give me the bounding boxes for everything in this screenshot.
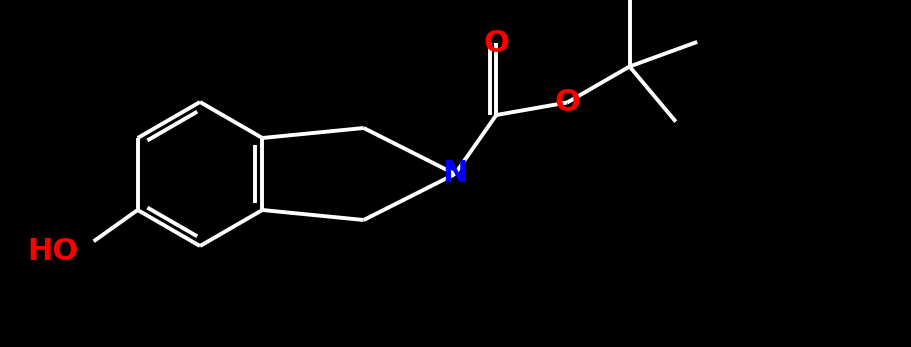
Text: HO: HO (27, 237, 78, 266)
Text: O: O (554, 88, 579, 117)
Text: O: O (483, 28, 508, 58)
Text: N: N (442, 160, 467, 188)
